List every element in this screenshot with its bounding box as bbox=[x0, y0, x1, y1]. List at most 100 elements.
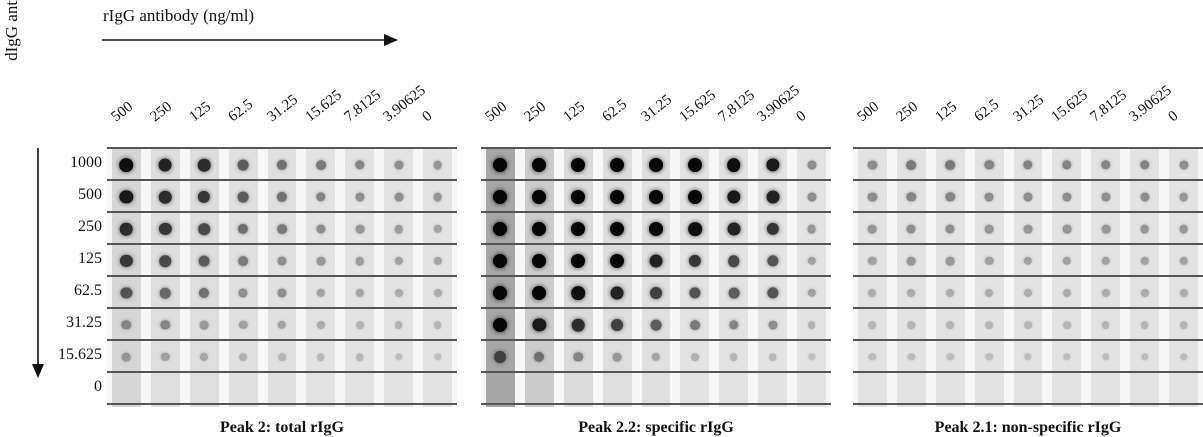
column-label: 250 bbox=[147, 98, 175, 126]
blot-dot bbox=[394, 160, 404, 170]
x-axis-arrow bbox=[102, 34, 398, 46]
blot-dot bbox=[907, 321, 916, 329]
blot-dot bbox=[867, 160, 877, 170]
row-label: 125 bbox=[78, 250, 102, 267]
blot-dot bbox=[868, 224, 877, 234]
blot-dot bbox=[727, 255, 740, 267]
blot-dot bbox=[1140, 224, 1150, 234]
blot-dot bbox=[688, 222, 702, 236]
blot-dot bbox=[493, 222, 508, 236]
column-label: 125 bbox=[186, 98, 214, 126]
blot-dot bbox=[768, 320, 778, 330]
blot-dot bbox=[1062, 256, 1072, 266]
blot-dot bbox=[355, 192, 365, 202]
blot-dot bbox=[277, 256, 287, 266]
row-divider bbox=[481, 243, 831, 245]
blot-dot bbox=[1140, 192, 1150, 202]
row-divider bbox=[853, 371, 1203, 373]
column-label: 250 bbox=[521, 98, 549, 126]
blot-dot bbox=[1140, 353, 1149, 361]
row-label: 250 bbox=[78, 218, 102, 235]
membrane-strip bbox=[797, 147, 826, 407]
blot-dot bbox=[278, 353, 286, 361]
blot-dot bbox=[726, 158, 741, 172]
row-label: 62.5 bbox=[74, 282, 102, 299]
blot-dot bbox=[767, 287, 779, 299]
blot-dot bbox=[649, 222, 663, 236]
blot-dot bbox=[611, 319, 624, 331]
blot-dot bbox=[985, 321, 993, 329]
blot-dot bbox=[159, 190, 172, 204]
membrane-strip bbox=[758, 147, 788, 407]
blot-dot bbox=[766, 222, 779, 236]
blot-dot bbox=[807, 353, 816, 361]
blot-dot bbox=[493, 318, 508, 332]
blot-dot bbox=[907, 288, 916, 298]
blot-dot bbox=[198, 223, 210, 235]
column-label: 0 bbox=[793, 107, 810, 126]
row-divider bbox=[107, 275, 457, 277]
row-divider bbox=[481, 211, 831, 213]
blot-dot bbox=[610, 222, 625, 236]
blot-dot bbox=[120, 222, 133, 236]
row-divider bbox=[853, 403, 1203, 405]
column-label: 62.5 bbox=[599, 96, 630, 126]
blot-dot bbox=[807, 192, 817, 202]
blot-dot bbox=[688, 254, 701, 268]
row-divider bbox=[481, 339, 831, 341]
blot-dot bbox=[690, 353, 699, 361]
column-label: 500 bbox=[482, 98, 511, 126]
blot-dot bbox=[985, 353, 993, 361]
column-label: 3.90625 bbox=[1126, 82, 1176, 126]
row-divider bbox=[481, 307, 831, 309]
blot-dot bbox=[610, 190, 625, 204]
blot-dot bbox=[984, 192, 994, 202]
blot-dot bbox=[237, 191, 249, 203]
blot-dot bbox=[1140, 321, 1149, 329]
blot-dot bbox=[1023, 192, 1033, 202]
membrane-strip bbox=[602, 147, 632, 407]
row-label: 0 bbox=[94, 378, 102, 395]
blot-dot bbox=[355, 353, 364, 361]
blot-dot bbox=[433, 224, 442, 234]
blot-dot bbox=[316, 192, 326, 202]
blot-dot bbox=[945, 256, 955, 266]
blot-dot bbox=[689, 287, 701, 299]
blot-dot bbox=[532, 318, 546, 332]
panel-caption: Peak 2: total rIgG bbox=[220, 419, 344, 436]
blot-dot bbox=[766, 190, 780, 204]
blot-dot bbox=[494, 351, 507, 363]
column-label: 62.5 bbox=[225, 96, 256, 126]
column-label: 31.25 bbox=[264, 91, 301, 126]
column-label: 62.5 bbox=[971, 96, 1002, 126]
column-label: 3.90625 bbox=[754, 82, 804, 126]
row-label: 500 bbox=[78, 186, 102, 203]
blot-dot bbox=[1139, 160, 1150, 170]
blot-dot bbox=[984, 160, 994, 170]
blot-dot bbox=[1101, 321, 1110, 329]
membrane-strip bbox=[189, 147, 219, 407]
blot-dot bbox=[689, 320, 700, 330]
membrane-strip bbox=[858, 147, 887, 407]
membrane-strip bbox=[896, 147, 926, 407]
blot-dot bbox=[868, 256, 877, 266]
row-divider bbox=[107, 307, 457, 309]
column-label: 15.625 bbox=[302, 87, 346, 126]
blot-dot bbox=[355, 321, 364, 329]
row-divider bbox=[107, 179, 457, 181]
blot-dot bbox=[238, 223, 249, 235]
blot-dot bbox=[122, 352, 131, 362]
panel-caption: Peak 2.1: non-specific rIgG bbox=[934, 419, 1122, 436]
blot-dot bbox=[868, 353, 877, 361]
blot-dot bbox=[1140, 288, 1149, 298]
blot-dot bbox=[493, 190, 508, 204]
blot-dot bbox=[1179, 288, 1188, 298]
blot-dot bbox=[159, 255, 172, 267]
blot-dot bbox=[197, 158, 211, 172]
column-label: 15.625 bbox=[676, 87, 720, 126]
column-label: 250 bbox=[893, 98, 921, 126]
membrane-strip bbox=[1013, 147, 1043, 407]
blot-dot bbox=[160, 320, 171, 330]
column-label: 125 bbox=[560, 98, 588, 126]
blot-dot bbox=[729, 353, 738, 361]
